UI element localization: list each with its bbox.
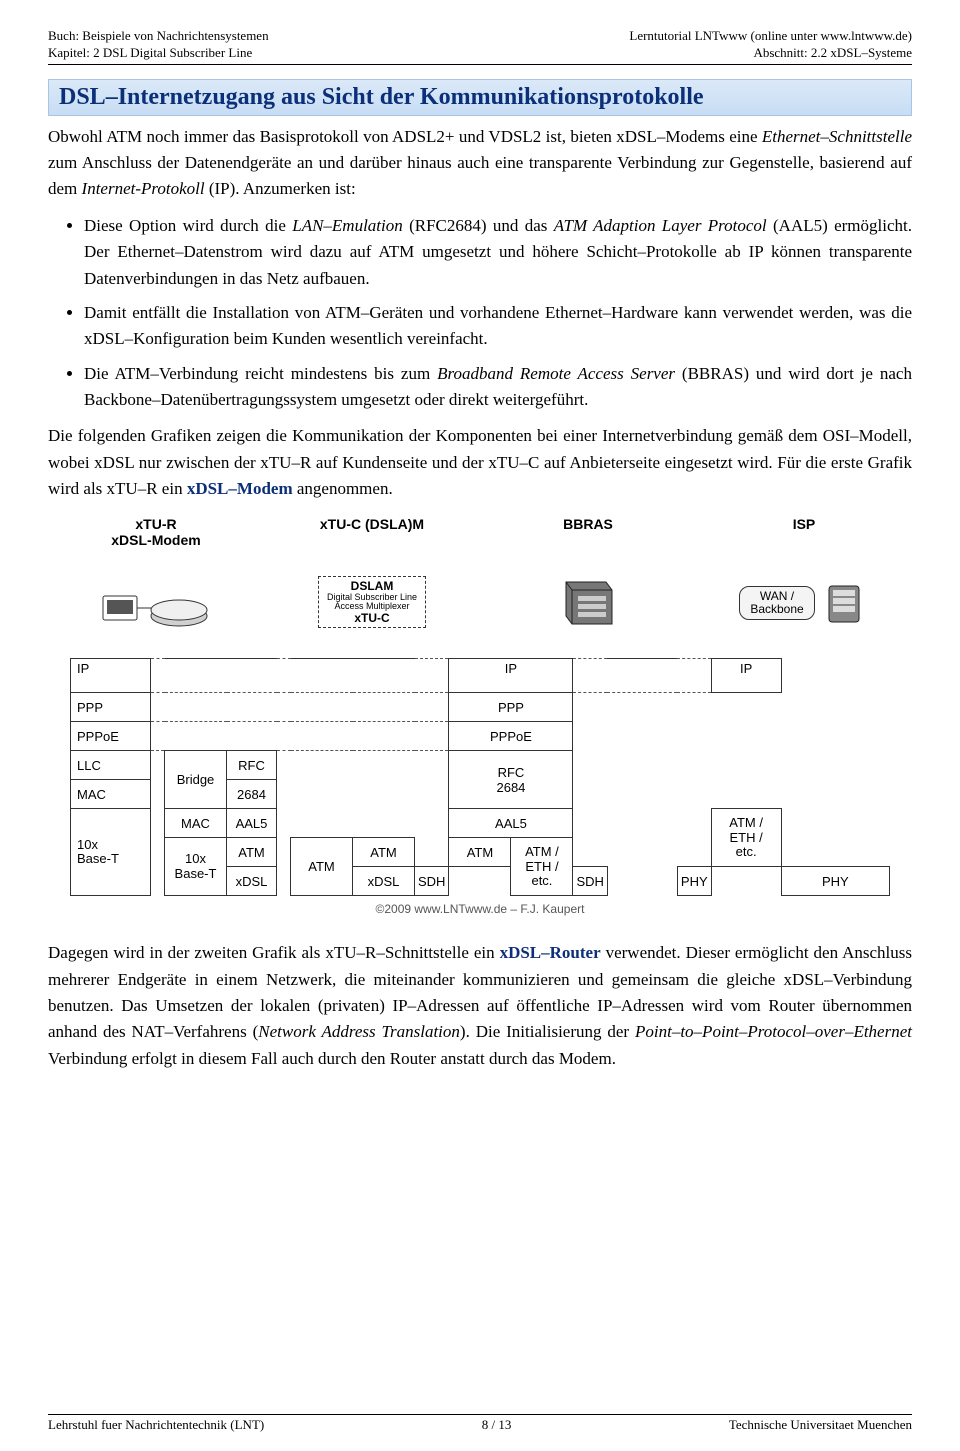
diag-label-isp: ISP — [724, 516, 884, 548]
header-section: Abschnitt: 2.2 xDSL–Systeme — [629, 45, 912, 62]
page-header: Buch: Beispiele von Nachrichtensystemen … — [48, 28, 912, 65]
bullet-1: Diese Option wird durch die LAN–Emulatio… — [84, 213, 912, 292]
footer-left: Lehrstuhl fuer Nachrichtentechnik (LNT) — [48, 1417, 264, 1433]
bullet-2: Damit entfällt die Installation von ATM–… — [84, 300, 912, 353]
footer-center: 8 / 13 — [482, 1417, 512, 1433]
bbras-icon — [508, 572, 668, 628]
modem-icon — [76, 578, 236, 628]
diag-label-xtur: xTU-R xDSL-Modem — [76, 516, 236, 548]
paragraph-3: Dagegen wird in der zweiten Grafik als x… — [48, 940, 912, 1072]
bullet-list: Diese Option wird durch die LAN–Emulatio… — [48, 213, 912, 413]
diag-label-bbras: BBRAS — [508, 516, 668, 548]
intro-paragraph: Obwohl ATM noch immer das Basisprotokoll… — [48, 124, 912, 203]
dslam-icon: DSLAM Digital Subscriber Line Access Mul… — [292, 576, 452, 628]
header-tutorial: Lerntutorial LNTwww (online unter www.ln… — [629, 28, 912, 45]
protocol-stack-table: IP IP IP PPP PPP — [70, 630, 890, 896]
page-footer: Lehrstuhl fuer Nachrichtentechnik (LNT) … — [48, 1414, 912, 1433]
isp-icon: WAN / Backbone — [724, 578, 884, 628]
footer-right: Technische Universitaet Muenchen — [729, 1417, 912, 1433]
page-title: DSL–Internetzugang aus Sicht der Kommuni… — [48, 79, 912, 116]
header-chapter: Kapitel: 2 DSL Digital Subscriber Line — [48, 45, 269, 62]
header-book: Buch: Beispiele von Nachrichtensystemen — [48, 28, 269, 45]
paragraph-2: Die folgenden Grafiken zeigen die Kommun… — [48, 423, 912, 502]
protocol-diagram: xTU-R xDSL-Modem xTU-C (DSLA)M BBRAS ISP… — [70, 516, 890, 896]
diag-label-xtuc: xTU-C (DSLA)M — [292, 516, 452, 548]
diagram-copyright: ©2009 www.LNTwww.de – F.J. Kaupert — [48, 902, 912, 916]
bullet-3: Die ATM–Verbindung reicht mindestens bis… — [84, 361, 912, 414]
